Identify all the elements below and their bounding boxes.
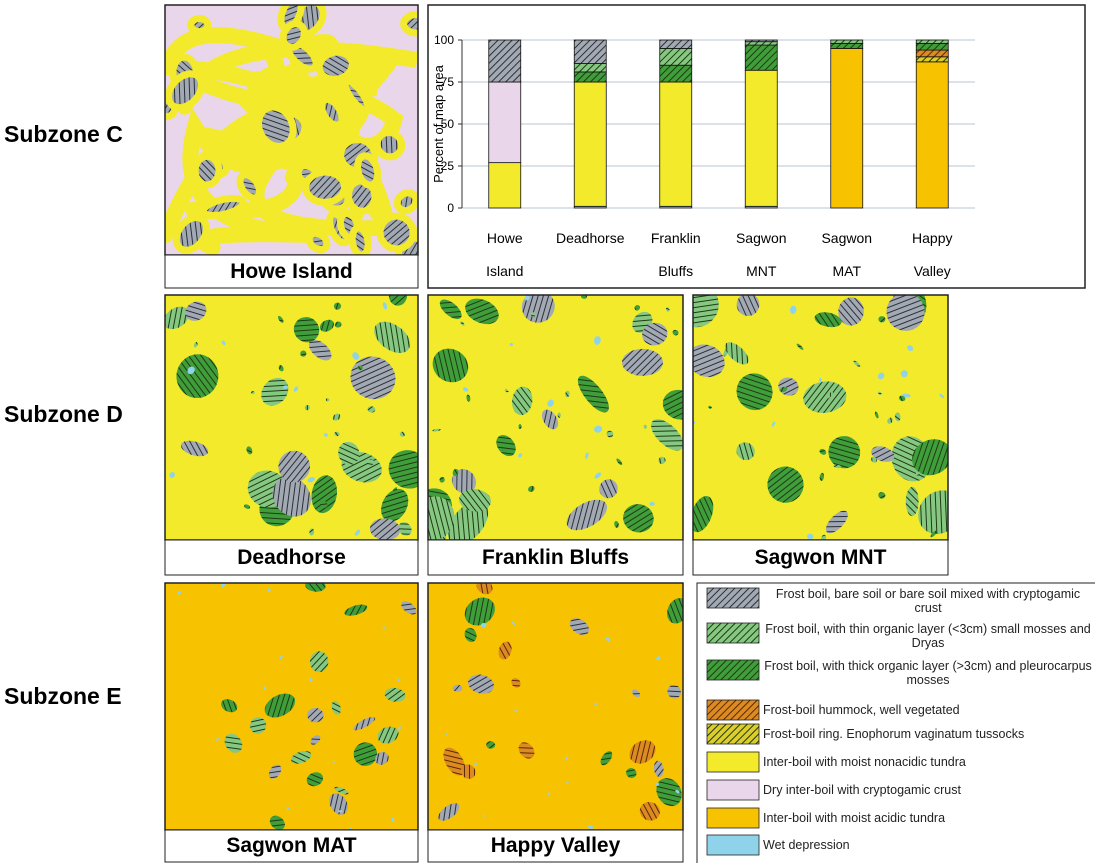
map-patch <box>379 215 415 250</box>
bar-segment <box>916 50 948 57</box>
map <box>666 274 971 543</box>
x-tick-label: Sagwon MAT <box>812 222 882 288</box>
map <box>165 579 419 833</box>
map-patch <box>305 171 345 203</box>
panel-label: Deadhorse <box>165 546 418 570</box>
x-tick-label: Deadhorse <box>555 222 625 255</box>
bar-segment <box>916 62 948 208</box>
row-label: Subzone E <box>4 683 122 710</box>
legend-swatch <box>707 808 759 828</box>
y-tick-label: 100 <box>434 33 454 47</box>
legend-label: Frost-boil hummock, well vegetated <box>763 703 1088 717</box>
bar-segment <box>574 82 606 206</box>
bar-segment <box>574 72 606 82</box>
legend-label: Frost boil, bare soil or bare soil mixed… <box>763 587 1093 615</box>
bar-segment <box>574 64 606 72</box>
map-patch <box>191 18 208 32</box>
x-tick-label: Happy Valley <box>897 222 967 288</box>
map-patch <box>177 591 181 595</box>
panel-label: Sagwon MNT <box>693 546 948 570</box>
legend-label: Frost boil, with thin organic layer (<3c… <box>763 622 1093 650</box>
map-patch <box>622 349 663 376</box>
bar-segment <box>489 82 521 163</box>
bar-segment <box>489 163 521 208</box>
legend-swatch <box>707 724 759 744</box>
x-tick-label: Sagwon MNT <box>726 222 796 288</box>
bar-segment <box>745 42 777 45</box>
bar-segment <box>660 48 692 65</box>
bar-segment <box>831 48 863 208</box>
panel-label: Franklin Bluffs <box>428 546 683 570</box>
bar-segment <box>745 40 777 42</box>
map-background <box>428 583 683 830</box>
legend-label: Wet depression <box>763 838 1088 852</box>
x-tick-label: Franklin Bluffs <box>641 222 711 288</box>
bar-segment <box>660 40 692 48</box>
y-tick-label: 0 <box>447 201 454 215</box>
bar-segment <box>916 43 948 50</box>
map <box>428 577 692 830</box>
legend-swatch <box>707 835 759 855</box>
legend-label: Frost boil, with thick organic layer (>3… <box>763 659 1093 687</box>
map-patch <box>906 487 919 516</box>
map-patch <box>350 227 370 257</box>
panel-label: Happy Valley <box>428 834 683 858</box>
bar-segment <box>831 40 863 43</box>
bar-segment <box>574 40 606 64</box>
legend-label: Dry inter-boil with cryptogamic crust <box>763 783 1088 797</box>
row-label: Subzone D <box>4 401 123 428</box>
bar-segment <box>831 43 863 48</box>
bar-segment <box>489 40 521 82</box>
y-axis-label: Percent of map area <box>431 64 446 183</box>
map-patch <box>195 156 219 185</box>
legend-swatch <box>707 660 759 680</box>
legend-label: Inter-boil with moist acidic tundra <box>763 811 1088 825</box>
bar-segment <box>745 45 777 70</box>
figure: 0255075100Percent of map area Subzone CS… <box>0 0 1095 863</box>
map-patch <box>404 15 430 34</box>
bar-segment <box>660 65 692 82</box>
map <box>404 285 700 553</box>
legend-swatch <box>707 623 759 643</box>
legend-swatch <box>707 780 759 800</box>
map <box>157 0 436 272</box>
row-label: Subzone C <box>4 121 123 148</box>
legend-swatch <box>707 752 759 772</box>
legend-swatch <box>707 700 759 720</box>
map-patch <box>878 316 885 322</box>
panel-label: Sagwon MAT <box>165 834 418 858</box>
bar-segment <box>660 82 692 206</box>
legend-label: Frost-boil ring. Enophorum vaginatum tus… <box>763 727 1088 741</box>
bar-segment <box>745 70 777 206</box>
legend-swatch <box>707 588 759 608</box>
bar-segment <box>916 40 948 43</box>
x-tick-label: Howe Island <box>470 222 540 288</box>
panel-label: Howe Island <box>165 260 418 284</box>
map <box>159 284 435 541</box>
legend-label: Inter-boil with moist nonacidic tundra <box>763 755 1088 769</box>
bar-segment <box>916 57 948 62</box>
